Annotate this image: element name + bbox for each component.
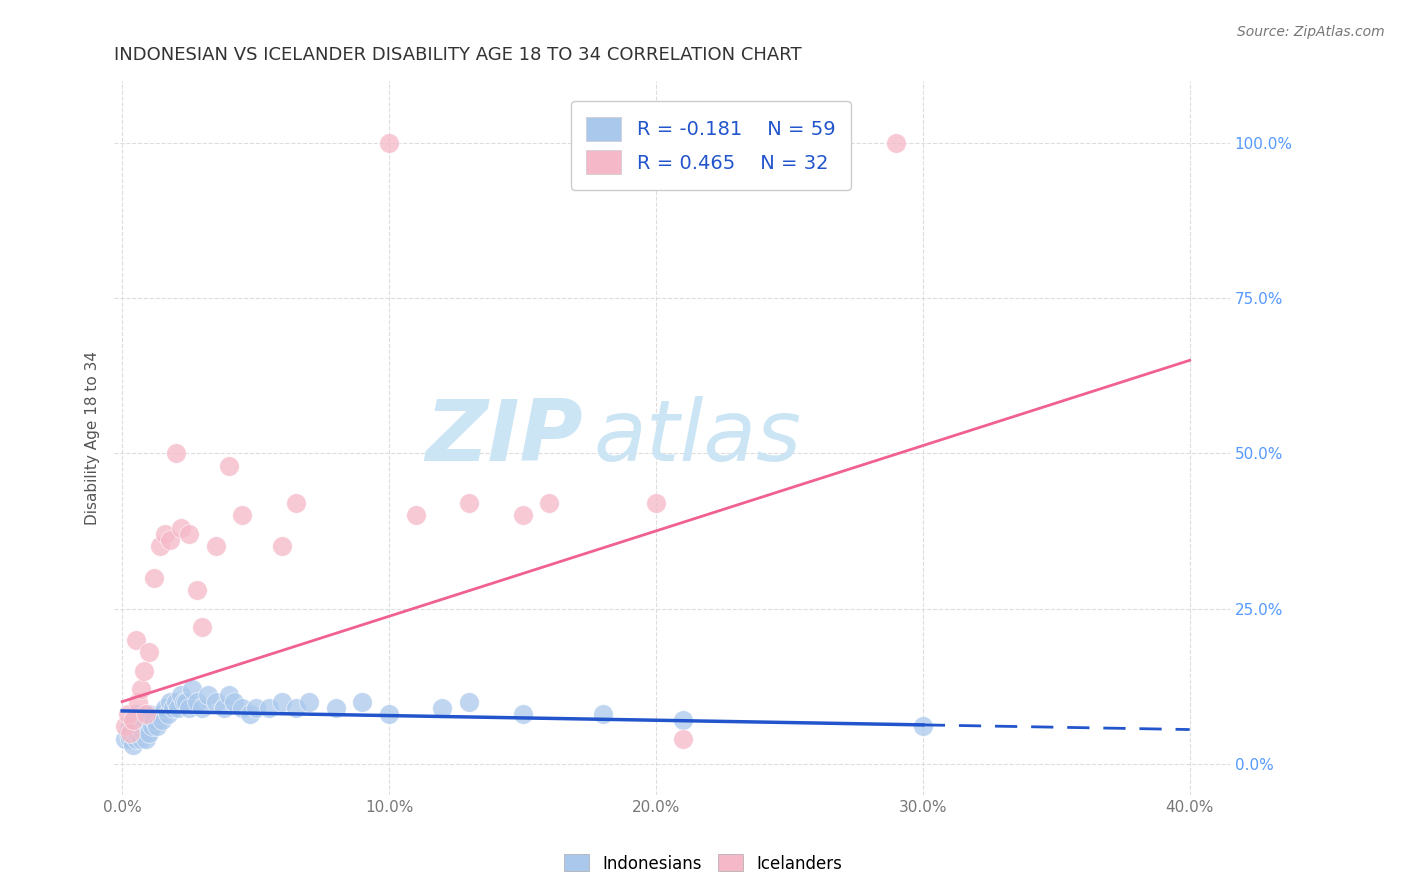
Point xyxy=(117,725,139,739)
Point xyxy=(159,695,181,709)
Point xyxy=(204,540,226,554)
Point xyxy=(132,706,155,721)
Point xyxy=(153,701,176,715)
Point xyxy=(114,719,136,733)
Y-axis label: Disability Age 18 to 34: Disability Age 18 to 34 xyxy=(86,351,100,524)
Point xyxy=(156,706,179,721)
Point xyxy=(271,695,294,709)
Text: ZIP: ZIP xyxy=(425,396,582,479)
Point xyxy=(538,496,561,510)
Point xyxy=(672,713,695,727)
Point xyxy=(135,731,157,746)
Point xyxy=(170,689,193,703)
Point xyxy=(143,713,166,727)
Point xyxy=(122,738,145,752)
Point xyxy=(129,731,152,746)
Point xyxy=(239,706,262,721)
Legend: R = -0.181    N = 59, R = 0.465    N = 32: R = -0.181 N = 59, R = 0.465 N = 32 xyxy=(571,102,851,190)
Text: INDONESIAN VS ICELANDER DISABILITY AGE 18 TO 34 CORRELATION CHART: INDONESIAN VS ICELANDER DISABILITY AGE 1… xyxy=(114,46,801,64)
Point xyxy=(378,136,401,150)
Point xyxy=(162,701,184,715)
Point xyxy=(146,719,169,733)
Point xyxy=(135,706,157,721)
Point xyxy=(645,496,668,510)
Point xyxy=(122,713,145,727)
Point xyxy=(159,533,181,548)
Point xyxy=(284,496,307,510)
Point xyxy=(124,632,146,647)
Point xyxy=(127,695,149,709)
Point xyxy=(884,136,907,150)
Point xyxy=(120,725,142,739)
Point xyxy=(197,689,219,703)
Point xyxy=(141,719,163,733)
Point xyxy=(218,689,240,703)
Point xyxy=(405,508,427,523)
Point xyxy=(458,496,481,510)
Point xyxy=(231,701,253,715)
Point xyxy=(129,713,152,727)
Point xyxy=(148,540,170,554)
Point xyxy=(120,731,142,746)
Point xyxy=(124,706,146,721)
Point xyxy=(458,695,481,709)
Point xyxy=(132,664,155,678)
Point xyxy=(120,719,142,733)
Point xyxy=(135,713,157,727)
Point xyxy=(592,706,614,721)
Point xyxy=(124,725,146,739)
Point xyxy=(127,719,149,733)
Point xyxy=(124,731,146,746)
Point xyxy=(378,706,401,721)
Point xyxy=(148,706,170,721)
Point xyxy=(218,458,240,473)
Point xyxy=(174,695,197,709)
Point xyxy=(271,540,294,554)
Point xyxy=(512,508,534,523)
Point xyxy=(153,527,176,541)
Point xyxy=(204,695,226,709)
Point xyxy=(143,570,166,584)
Point xyxy=(191,620,214,634)
Point xyxy=(298,695,321,709)
Point xyxy=(132,725,155,739)
Legend: Indonesians, Icelanders: Indonesians, Icelanders xyxy=(557,847,849,880)
Point xyxy=(212,701,235,715)
Point xyxy=(117,706,139,721)
Point xyxy=(186,695,208,709)
Point xyxy=(911,719,934,733)
Point xyxy=(284,701,307,715)
Point xyxy=(138,725,160,739)
Text: Source: ZipAtlas.com: Source: ZipAtlas.com xyxy=(1237,25,1385,39)
Point xyxy=(325,701,347,715)
Point xyxy=(122,713,145,727)
Text: atlas: atlas xyxy=(593,396,801,479)
Point xyxy=(150,713,173,727)
Point xyxy=(165,695,187,709)
Point xyxy=(165,446,187,460)
Point xyxy=(186,582,208,597)
Point xyxy=(352,695,374,709)
Point xyxy=(245,701,267,715)
Point xyxy=(672,731,695,746)
Point xyxy=(512,706,534,721)
Point xyxy=(177,701,200,715)
Point xyxy=(132,719,155,733)
Point xyxy=(231,508,253,523)
Point xyxy=(173,695,195,709)
Point xyxy=(224,695,246,709)
Point xyxy=(177,527,200,541)
Point xyxy=(191,701,214,715)
Point xyxy=(129,682,152,697)
Point xyxy=(138,645,160,659)
Point xyxy=(180,682,202,697)
Point xyxy=(167,701,190,715)
Point xyxy=(170,521,193,535)
Point xyxy=(432,701,454,715)
Point xyxy=(127,725,149,739)
Point xyxy=(138,706,160,721)
Point xyxy=(114,731,136,746)
Point xyxy=(257,701,280,715)
